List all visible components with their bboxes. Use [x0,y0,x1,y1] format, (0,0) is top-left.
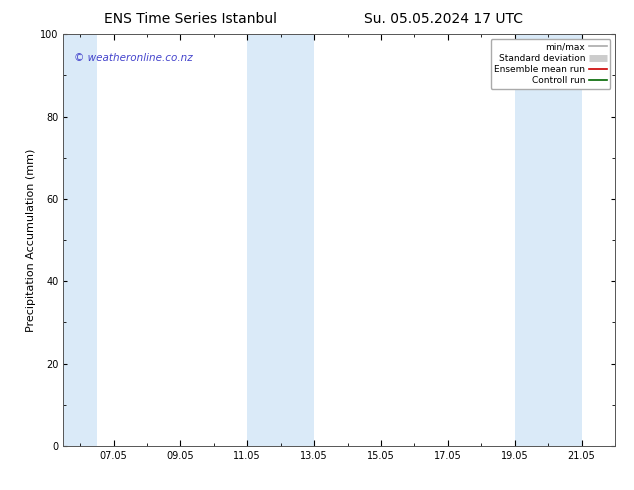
Text: ENS Time Series Istanbul: ENS Time Series Istanbul [104,12,276,26]
Y-axis label: Precipitation Accumulation (mm): Precipitation Accumulation (mm) [26,148,36,332]
Text: Su. 05.05.2024 17 UTC: Su. 05.05.2024 17 UTC [365,12,523,26]
Bar [515,34,581,446]
Text: © weatheronline.co.nz: © weatheronline.co.nz [74,53,193,63]
Legend: min/max, Standard deviation, Ensemble mean run, Controll run: min/max, Standard deviation, Ensemble me… [491,39,611,89]
Bar [63,34,97,446]
Bar [247,34,314,446]
